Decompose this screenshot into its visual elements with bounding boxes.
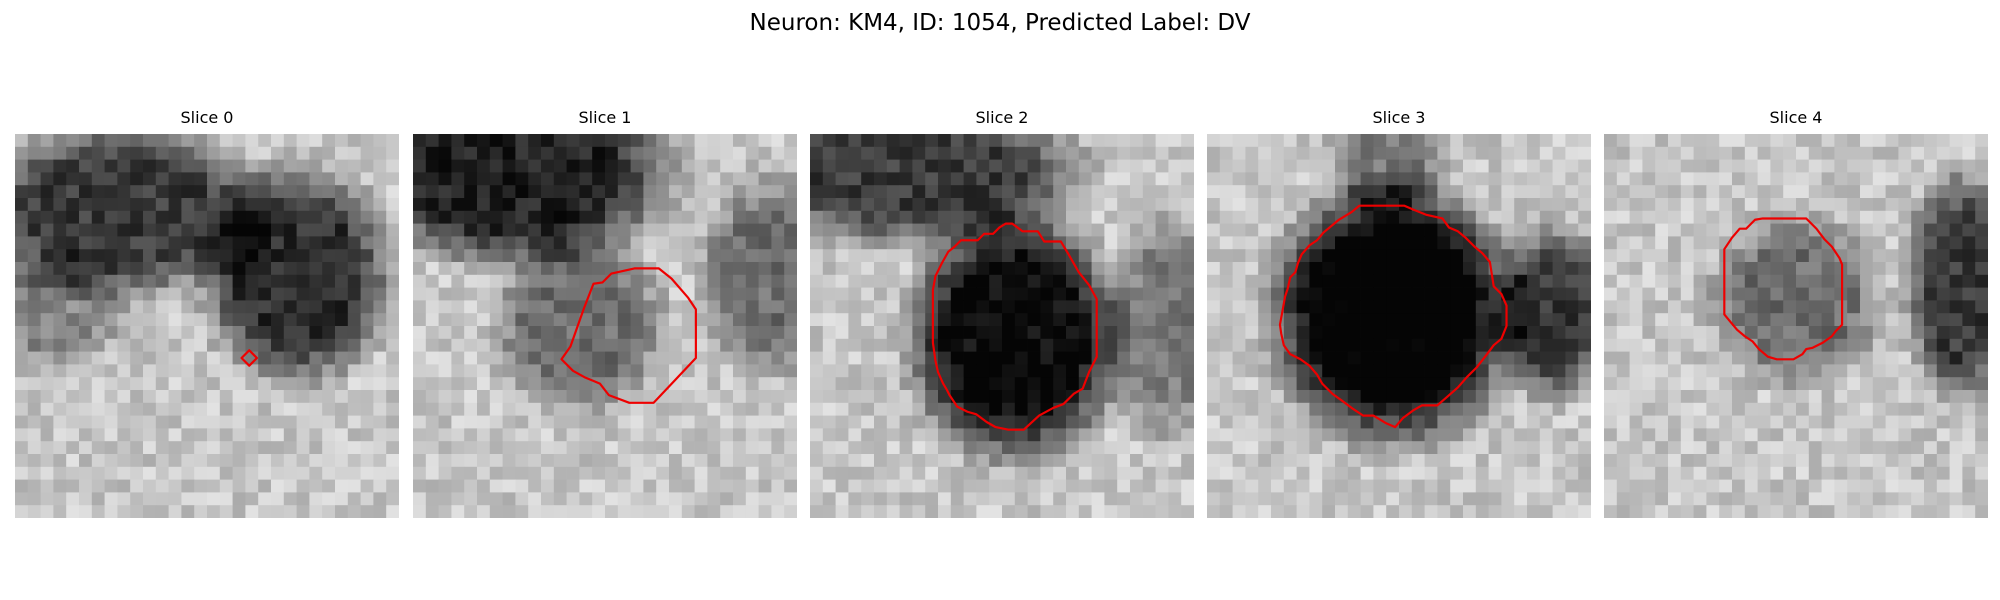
slice-image-2: [810, 134, 1194, 518]
slice-image-1: [413, 134, 797, 518]
slice-image-3: [1207, 134, 1591, 518]
grayscale-pixel-grid: [413, 134, 797, 518]
grayscale-pixel-grid: [1604, 134, 1988, 518]
slice-image-0: [15, 134, 399, 518]
grayscale-pixel-grid: [15, 134, 399, 518]
slice-title: Slice 3: [1207, 108, 1591, 128]
slice-title: Slice 0: [15, 108, 399, 128]
slice-panel-2: Slice 2: [810, 108, 1194, 128]
slice-panel-0: Slice 0: [15, 108, 399, 128]
grayscale-pixel-grid: [1207, 134, 1591, 518]
grayscale-pixel-grid: [810, 134, 1194, 518]
figure-title: Neuron: KM4, ID: 1054, Predicted Label: …: [0, 8, 2000, 38]
slice-title: Slice 1: [413, 108, 797, 128]
slice-panel-4: Slice 4: [1604, 108, 1988, 128]
slice-image-4: [1604, 134, 1988, 518]
slice-panel-1: Slice 1: [413, 108, 797, 128]
slice-title: Slice 2: [810, 108, 1194, 128]
slice-title: Slice 4: [1604, 108, 1988, 128]
slice-panel-3: Slice 3: [1207, 108, 1591, 128]
